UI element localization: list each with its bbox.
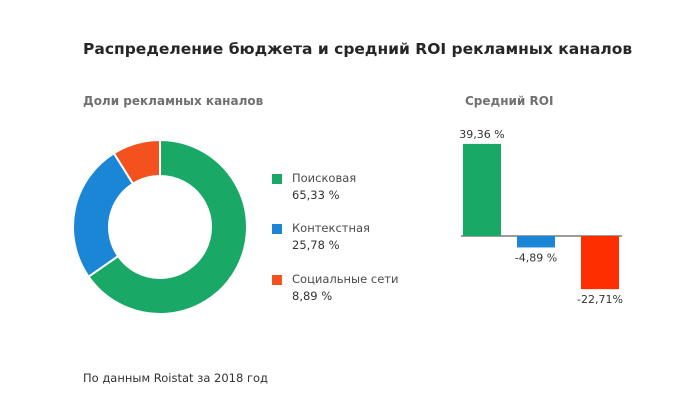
roi-subtitle: Средний ROI xyxy=(465,94,554,108)
legend-label-social: Социальные сети xyxy=(292,272,399,286)
legend-label-search: Поисковая xyxy=(292,171,357,185)
legend-value-social: 8,89 % xyxy=(292,289,333,303)
legend-value-search: 65,33 % xyxy=(292,188,340,202)
donut-slice-context xyxy=(72,151,135,279)
roi-label-social: -22,71% xyxy=(577,293,623,306)
source-note: По данным Roistat за 2018 год xyxy=(83,371,268,385)
donut-slice-social xyxy=(112,138,161,186)
donut-slice-search xyxy=(87,138,248,315)
legend-swatch-search xyxy=(272,174,282,184)
roi-bar-social xyxy=(581,236,619,290)
donut-chart xyxy=(72,138,248,315)
legend-swatch-context xyxy=(272,224,282,234)
roi-bar-context xyxy=(517,236,555,248)
legend-label-context: Контекстная xyxy=(292,221,370,235)
roi-bar-search xyxy=(463,143,501,236)
roi-label-search: 39,36 % xyxy=(459,128,504,141)
legend-value-context: 25,78 % xyxy=(292,238,340,252)
chart-title: Распределение бюджета и средний ROI рекл… xyxy=(83,40,633,58)
roi-label-context: -4,89 % xyxy=(515,251,557,264)
donut-subtitle: Доли рекламных каналов xyxy=(83,94,264,108)
roi-bar-chart: 39,36 % -4,89 % -22,71% xyxy=(459,128,623,306)
legend-swatch-social xyxy=(272,275,282,285)
